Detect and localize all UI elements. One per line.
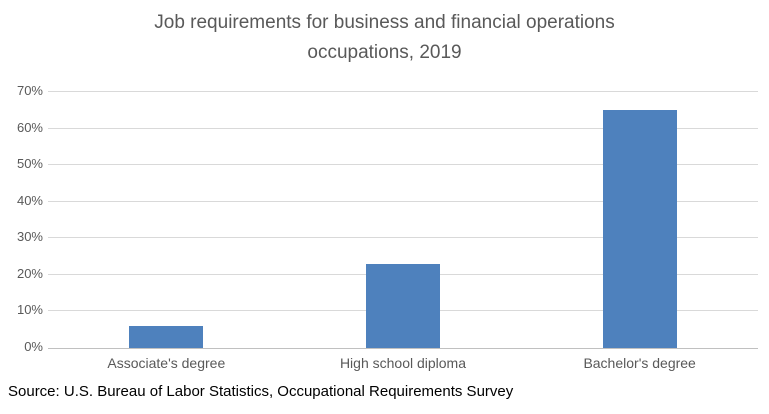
y-tick-label: 0% — [24, 339, 43, 354]
gridline — [48, 200, 758, 202]
bar-high-school-diploma — [366, 263, 440, 348]
gridline — [48, 164, 758, 166]
x-category-label: Associate's degree — [107, 355, 226, 371]
gridline — [48, 237, 758, 239]
gridline — [48, 127, 758, 129]
bar-bachelor-s-degree — [602, 110, 677, 348]
chart-title: Job requirements for business and financ… — [0, 8, 769, 68]
y-tick-label: 60% — [16, 119, 43, 135]
plot-area — [48, 91, 758, 349]
y-tick-label: 40% — [16, 192, 43, 208]
x-axis-line — [48, 348, 758, 349]
y-tick-label: 10% — [16, 302, 43, 318]
source-note: Source: U.S. Bureau of Labor Statistics,… — [8, 383, 514, 400]
x-category-label: High school diploma — [339, 355, 467, 371]
y-tick-label: 30% — [16, 229, 43, 245]
y-tick-label: 70% — [16, 83, 43, 98]
chart-title-line2: occupations, 2019 — [307, 42, 462, 63]
gridline — [48, 91, 758, 92]
chart-title-line1: Job requirements for business and financ… — [154, 12, 615, 33]
y-tick-label: 50% — [16, 156, 43, 172]
y-tick-label: 20% — [16, 265, 43, 281]
x-category-label: Bachelor's degree — [583, 355, 696, 371]
bar-associate-s-degree — [129, 326, 204, 348]
